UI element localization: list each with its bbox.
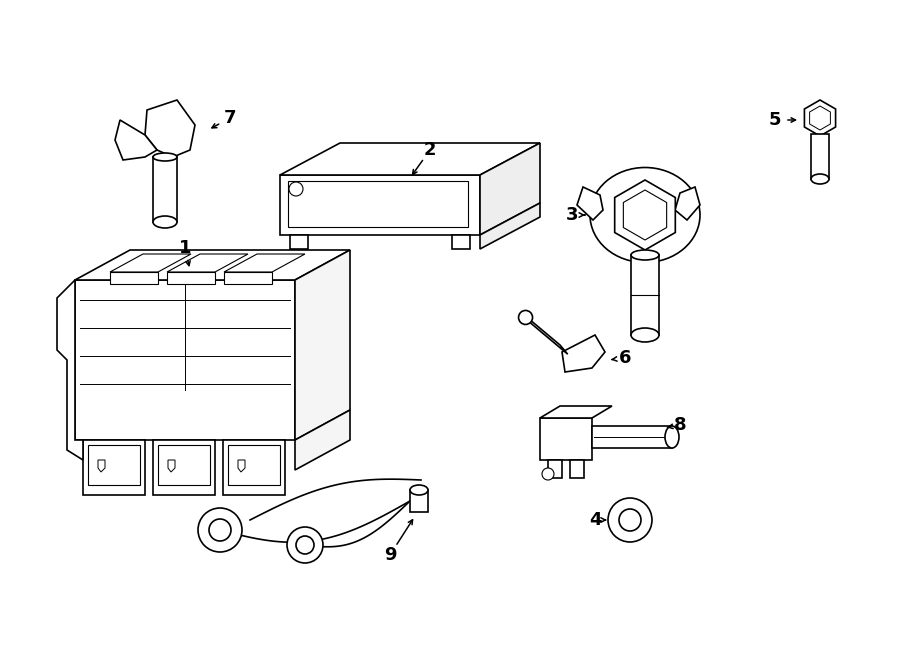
Circle shape: [287, 527, 323, 563]
Text: 9: 9: [383, 546, 396, 564]
Ellipse shape: [631, 328, 659, 342]
Bar: [228, 445, 280, 485]
Polygon shape: [280, 175, 480, 235]
Circle shape: [542, 468, 554, 480]
Polygon shape: [75, 280, 295, 440]
Bar: [570, 460, 584, 478]
Bar: [410, 490, 428, 512]
Text: 2: 2: [424, 141, 436, 159]
Ellipse shape: [811, 174, 829, 184]
Bar: [167, 272, 215, 284]
Text: 8: 8: [674, 416, 687, 434]
Bar: [592, 426, 672, 448]
Bar: [540, 418, 592, 460]
Bar: [631, 255, 659, 335]
Text: 3: 3: [566, 206, 578, 224]
Bar: [83, 440, 145, 495]
Polygon shape: [115, 120, 157, 160]
Text: 5: 5: [769, 111, 781, 129]
Circle shape: [608, 498, 652, 542]
Bar: [223, 440, 285, 495]
Polygon shape: [168, 460, 175, 472]
Polygon shape: [295, 250, 350, 440]
Polygon shape: [562, 335, 605, 372]
Polygon shape: [238, 460, 245, 472]
Text: 1: 1: [179, 239, 191, 257]
Text: 6: 6: [619, 349, 631, 367]
Polygon shape: [810, 106, 831, 130]
Ellipse shape: [153, 153, 177, 161]
Bar: [288, 181, 468, 227]
Ellipse shape: [631, 250, 659, 260]
Text: 4: 4: [589, 511, 601, 529]
Bar: [153, 157, 177, 222]
Polygon shape: [280, 143, 540, 175]
Ellipse shape: [665, 426, 679, 448]
Circle shape: [518, 311, 533, 325]
Circle shape: [198, 508, 242, 552]
Circle shape: [619, 509, 641, 531]
Text: 7: 7: [224, 109, 236, 127]
Polygon shape: [295, 410, 350, 470]
Polygon shape: [480, 203, 540, 249]
Polygon shape: [110, 254, 191, 272]
Circle shape: [209, 519, 231, 541]
Polygon shape: [675, 187, 700, 220]
Polygon shape: [224, 254, 305, 272]
Ellipse shape: [590, 167, 700, 262]
Polygon shape: [57, 280, 83, 460]
Bar: [452, 235, 470, 249]
Ellipse shape: [410, 485, 428, 495]
Polygon shape: [522, 313, 568, 354]
Circle shape: [289, 182, 303, 196]
Ellipse shape: [153, 216, 177, 228]
Circle shape: [296, 536, 314, 554]
Bar: [88, 445, 140, 485]
Polygon shape: [624, 190, 667, 240]
Polygon shape: [577, 187, 603, 220]
Polygon shape: [615, 180, 675, 250]
Bar: [110, 272, 158, 284]
Bar: [158, 445, 210, 485]
Bar: [153, 440, 215, 495]
Polygon shape: [480, 143, 540, 235]
Polygon shape: [805, 100, 835, 136]
Polygon shape: [145, 100, 195, 157]
Polygon shape: [98, 460, 105, 472]
Bar: [811, 134, 829, 179]
Bar: [224, 272, 272, 284]
Polygon shape: [540, 406, 612, 418]
Polygon shape: [75, 250, 350, 280]
Polygon shape: [167, 254, 248, 272]
Bar: [290, 235, 308, 249]
Bar: [548, 460, 562, 478]
